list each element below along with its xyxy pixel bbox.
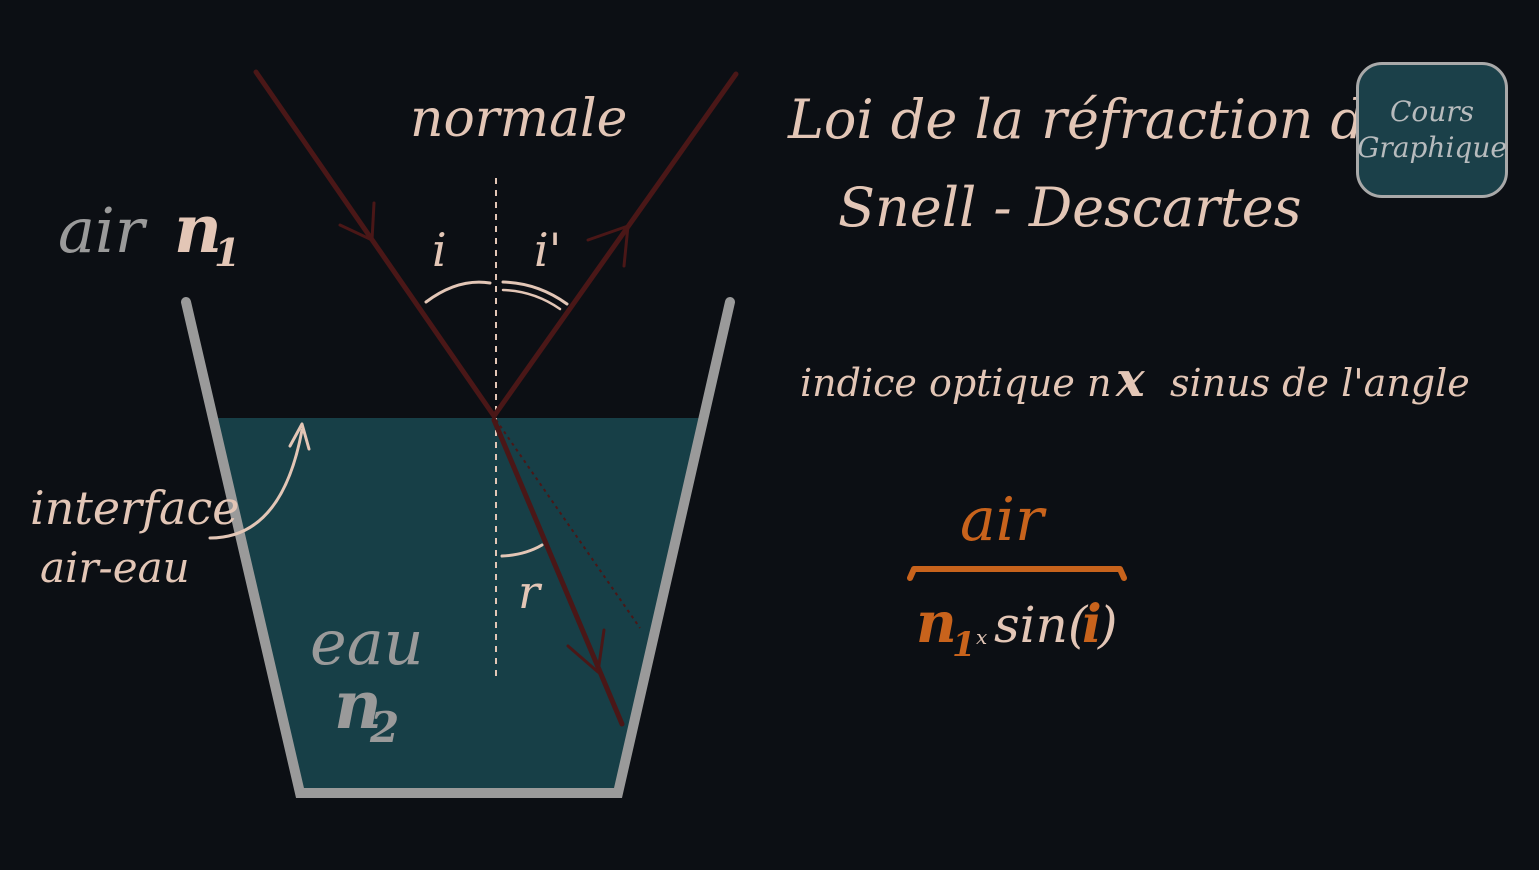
water-body — [216, 418, 699, 792]
title-line2: Snell - Descartes — [838, 176, 1301, 239]
formula-times: x — [976, 625, 987, 649]
undeviated-ray — [495, 419, 641, 629]
n2-subscript: 2 — [369, 703, 399, 752]
interface-arrow — [208, 428, 304, 540]
incident-ray — [253, 69, 497, 419]
refracted-ray — [491, 417, 625, 727]
glass-container — [181, 297, 735, 798]
normale-label: normale — [410, 89, 627, 149]
angle-i-prime-label: i' — [534, 223, 561, 277]
logo-line1: Cours — [1389, 95, 1475, 128]
eau-label: eau — [310, 606, 424, 679]
formula-n-subscript: 1 — [952, 625, 976, 665]
formula-brace — [907, 566, 1127, 581]
formula-n: n — [916, 590, 957, 656]
angle-i-prime-arc — [501, 280, 569, 306]
angle-r-arc — [500, 543, 544, 558]
angle-i-arc — [424, 280, 492, 304]
interface-label-line2: air-eau — [40, 543, 190, 592]
angle-r-label: r — [518, 565, 543, 619]
formula-sin-close: ) — [1097, 596, 1118, 654]
formula-sin-open: sin( — [994, 596, 1089, 654]
formula-sin-arg: i — [1082, 594, 1102, 655]
logo-line2: Graphique — [1357, 131, 1507, 164]
reflected-ray-arrow — [586, 224, 630, 268]
formula-description-part2: sinus de l'angle — [1170, 361, 1470, 405]
formula-brace-label: air — [960, 485, 1047, 555]
interface-label-line1: interface — [30, 481, 239, 535]
incident-ray-arrow — [338, 201, 376, 242]
angle-i-prime-arc-inner — [501, 288, 562, 311]
n1-subscript: 1 — [214, 230, 240, 275]
formula-description-times: x — [1115, 352, 1146, 408]
angle-i-label: i — [432, 223, 447, 277]
cours-graphique-logo: Cours Graphique — [1356, 62, 1508, 198]
title-line1: Loi de la réfraction de — [787, 88, 1397, 151]
n2-label: n — [334, 666, 382, 744]
air-label: air — [58, 194, 148, 267]
formula-description-part1: indice optique n — [800, 361, 1111, 405]
n1-label: n — [174, 190, 222, 268]
reflected-ray — [491, 71, 739, 419]
interface-arrow-head — [288, 422, 311, 451]
refracted-ray-arrow — [566, 628, 606, 674]
